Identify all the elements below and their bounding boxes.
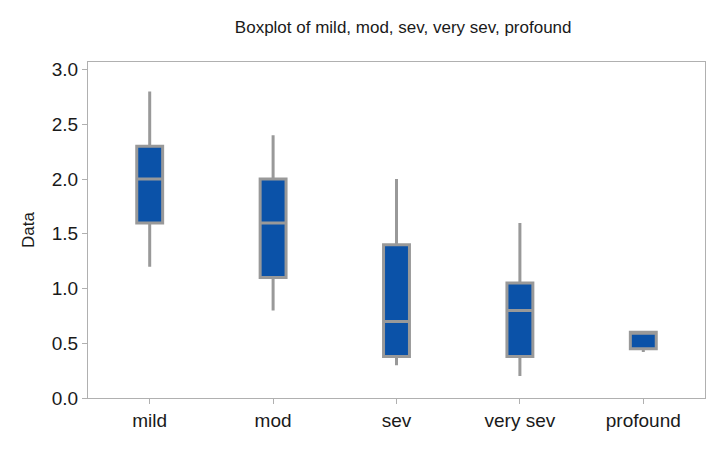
svg-text:Data: Data xyxy=(19,212,38,248)
svg-text:2.0: 2.0 xyxy=(52,169,78,190)
svg-text:mod: mod xyxy=(255,410,292,431)
svg-text:Boxplot of mild, mod, sev, ver: Boxplot of mild, mod, sev, very sev, pro… xyxy=(235,18,572,37)
svg-text:1.0: 1.0 xyxy=(52,278,78,299)
svg-text:0.0: 0.0 xyxy=(52,388,78,409)
svg-text:1.5: 1.5 xyxy=(52,223,78,244)
svg-text:0.5: 0.5 xyxy=(52,333,78,354)
svg-text:sev: sev xyxy=(382,410,412,431)
svg-text:very sev: very sev xyxy=(485,410,556,431)
svg-text:2.5: 2.5 xyxy=(52,114,78,135)
svg-text:profound: profound xyxy=(606,410,681,431)
svg-text:3.0: 3.0 xyxy=(52,59,78,80)
svg-text:mild: mild xyxy=(132,410,167,431)
